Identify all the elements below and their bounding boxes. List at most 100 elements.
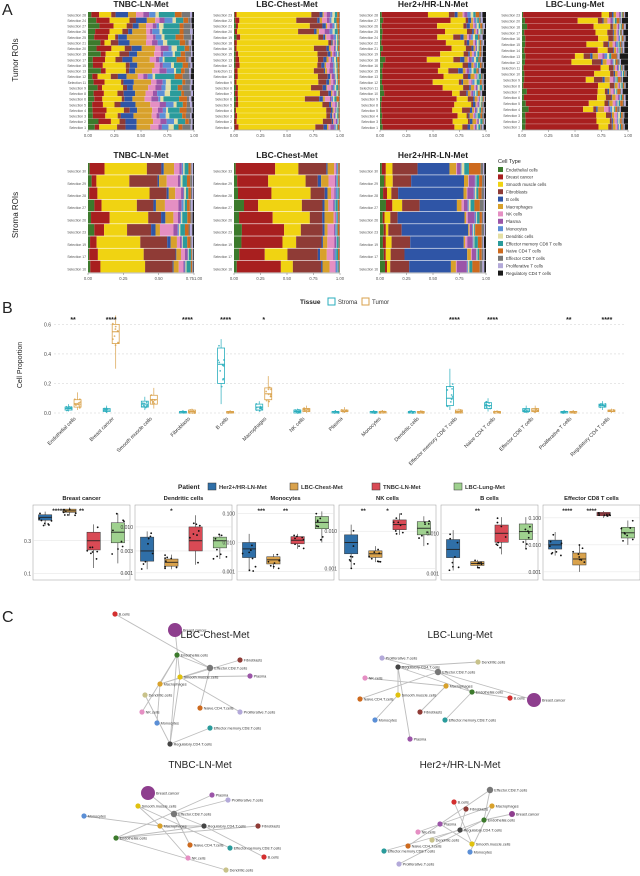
bar-segment-monocytes	[177, 224, 179, 236]
bar-segment-smooth-muscle-cells	[239, 56, 318, 63]
bar-segment-b-cells	[323, 68, 326, 74]
data-point	[86, 549, 89, 552]
bar-segment-smooth-muscle-cells	[104, 79, 122, 85]
bar-segment-macrophages	[325, 34, 327, 40]
bar-segment-regulatory-cd4-t-cells	[482, 45, 486, 52]
bar-segment-smooth-muscle-cells	[454, 124, 463, 130]
network-node-b-cells	[112, 611, 118, 617]
data-point	[78, 406, 81, 409]
bar-segment-effector-cd8-t-cells	[186, 101, 191, 108]
bar-segment-effector-cd8-t-cells	[482, 107, 484, 113]
bar-segment-naive-cd4-t-cells	[475, 12, 480, 18]
bar-segment-endothelial-cells	[234, 118, 235, 125]
y-tick-label: 0.010	[324, 529, 337, 535]
data-point	[70, 407, 73, 410]
bar-segment-effector-memory-cd8-t-cells	[184, 163, 189, 175]
data-point	[78, 405, 81, 407]
selection-label: Selection 10	[359, 92, 378, 96]
bar-segment-effector-cd8-t-cells	[479, 90, 481, 97]
bar-segment-endothelial-cells	[88, 17, 97, 23]
x-tick-label: 1.00	[482, 133, 491, 138]
bar-segment-endothelial-cells	[234, 163, 236, 175]
bar-segment-nk-cells	[326, 34, 331, 40]
bar-segment-effector-cd8-t-cells	[190, 211, 192, 224]
bar-segment-plasma	[456, 260, 467, 273]
network-node-label: Effector.memory.CD8.T.cells	[449, 719, 497, 723]
bar-segment-endothelial-cells	[380, 73, 383, 80]
row-label-stroma: Stroma ROIs	[11, 192, 20, 238]
bar-segment-b-cells	[124, 96, 133, 102]
bar-segment-b-cells	[321, 236, 323, 248]
data-point	[578, 556, 581, 558]
network-node-b-cells	[451, 799, 457, 805]
selection-label: Selection 9	[69, 86, 86, 90]
data-point	[526, 410, 528, 413]
bar-segment-effector-cd8-t-cells	[182, 124, 191, 130]
selection-label: Selection 26	[67, 218, 86, 222]
bar-segment-proliferative-t-cells	[190, 124, 193, 130]
bar-segment-effector-memory-cd8-t-cells	[614, 59, 616, 65]
bar-segment-plasma	[467, 211, 475, 224]
bar-segment-monocytes	[473, 90, 476, 97]
bar-segment-breast-cancer	[90, 236, 97, 248]
bar-segment-fibroblasts	[463, 85, 470, 91]
bar-segment-smooth-muscle-cells	[385, 163, 393, 175]
bar-segment-monocytes	[159, 56, 163, 63]
bar-segment-nk-cells	[155, 17, 160, 23]
bar-segment-nk-cells	[332, 113, 334, 119]
network-node-label: Regulatory.CD4.T.cells	[208, 825, 246, 829]
bar-segment-b-cells	[125, 124, 137, 130]
bar-segment-smooth-muscle-cells	[598, 124, 609, 130]
panel-title: LBC-Lung-Met	[546, 0, 605, 9]
bar-segment-effector-memory-cd8-t-cells	[475, 34, 479, 40]
bar-segment-regulatory-cd4-t-cells	[625, 94, 628, 101]
x-category-label: NK cells	[289, 416, 307, 434]
bar-segment-effector-cd8-t-cells	[182, 73, 190, 80]
bar-segment-breast-cancer	[381, 118, 453, 125]
bar-segment-dendritic-cells	[477, 107, 480, 113]
data-point	[143, 402, 146, 405]
bar-segment-proliferative-t-cells	[480, 90, 483, 97]
bar-segment-breast-cancer	[524, 71, 595, 77]
bar-segment-breast-cancer	[92, 62, 103, 68]
bar-segment-plasma	[474, 113, 476, 119]
bar-segment-nk-cells	[472, 113, 475, 119]
bar-segment-smooth-muscle-cells	[102, 62, 126, 68]
x-category-label: Plasma	[328, 416, 345, 433]
bar-segment-fibroblasts	[309, 23, 323, 29]
bar-segment-endothelial-cells	[522, 124, 526, 130]
bar-segment-nk-cells	[327, 85, 332, 91]
bar-segment-endothelial-cells	[234, 51, 236, 57]
bar-segment-fibroblasts	[311, 12, 320, 18]
y-tick-label: 0.010	[222, 541, 235, 547]
bar-segment-breast-cancer	[235, 101, 239, 108]
bar-segment-naive-cd4-t-cells	[478, 34, 480, 40]
bar-segment-effector-memory-cd8-t-cells	[476, 56, 479, 63]
bar-segment-endothelial-cells	[234, 17, 236, 23]
bar-segment-breast-cancer	[524, 76, 586, 83]
bar-segment-effector-cd8-t-cells	[481, 40, 483, 46]
bar-segment-b-cells	[322, 224, 325, 236]
selection-label: Selection 19	[359, 53, 378, 57]
network-node-dendritic-cells	[429, 837, 435, 843]
x-tick-label: 0.50	[429, 133, 438, 138]
bar-segment-macrophages	[327, 163, 335, 175]
bar-segment-nk-cells	[615, 124, 618, 130]
selection-label: Selection 13	[501, 55, 520, 59]
bar-segment-dendritic-cells	[471, 68, 474, 74]
selection-label: Selection 28	[67, 194, 86, 198]
data-point	[296, 412, 299, 414]
selection-label: Selection 2	[215, 120, 232, 124]
bar-segment-regulatory-cd4-t-cells	[192, 118, 194, 125]
data-point	[451, 387, 453, 390]
bar-segment-effector-cd8-t-cells	[481, 45, 483, 52]
data-point	[368, 555, 371, 558]
bar-segment-nk-cells	[466, 187, 468, 200]
data-point	[150, 532, 153, 535]
selection-label: Selection 26	[359, 25, 378, 29]
bar-segment-naive-cd4-t-cells	[617, 88, 621, 95]
bar-segment-proliferative-t-cells	[624, 35, 626, 42]
data-point	[524, 528, 527, 531]
selection-label: Selection 21	[67, 41, 86, 45]
